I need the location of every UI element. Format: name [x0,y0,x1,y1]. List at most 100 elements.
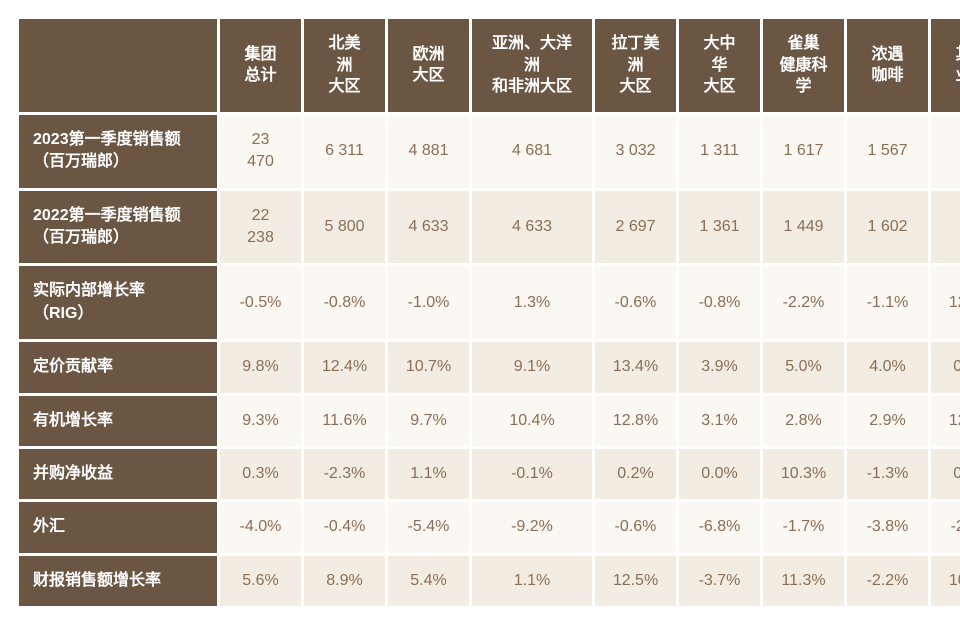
data-cell: 10.5% [931,556,960,606]
data-cell: 12.4% [304,342,385,392]
financial-table: 集团总计 北美洲大区 欧洲大区 亚洲、大洋洲和非洲大区 拉丁美洲大区 大中华大区… [16,16,960,609]
col-header: 北美洲大区 [304,19,385,112]
data-cell: 12.5% [595,556,676,606]
data-cell: -0.1% [472,449,592,499]
table-row: 外汇-4.0%-0.4%-5.4%-9.2%-0.6%-6.8%-1.7%-3.… [19,502,960,552]
data-cell: -3.7% [679,556,760,606]
data-cell: 2.9% [847,396,928,446]
data-cell: -2.2% [847,556,928,606]
data-cell: 1 617 [763,115,844,188]
data-cell: 3.1% [679,396,760,446]
row-header: 实际内部增长率（RIG） [19,266,217,339]
col-header: 集团总计 [220,19,301,112]
data-cell: -3.8% [847,502,928,552]
data-cell: 2.8% [763,396,844,446]
data-cell: 1 311 [679,115,760,188]
data-cell: -0.6% [595,266,676,339]
data-cell: 9.8% [220,342,301,392]
col-header: 亚洲、大洋洲和非洲大区 [472,19,592,112]
table-row: 2022第一季度销售额（百万瑞郎）222385 8004 6334 6332 6… [19,191,960,264]
data-cell: 4 633 [388,191,469,264]
row-header: 并购净收益 [19,449,217,499]
row-header: 2023第一季度销售额（百万瑞郎） [19,115,217,188]
data-cell: -0.6% [595,502,676,552]
data-cell: 1 602 [847,191,928,264]
data-cell: -1.1% [847,266,928,339]
data-cell: 4 633 [472,191,592,264]
data-cell: 1.3% [472,266,592,339]
col-header: 拉丁美洲大区 [595,19,676,112]
data-cell: 69 [931,115,960,188]
data-cell: 4 881 [388,115,469,188]
data-cell: -0.5% [220,266,301,339]
data-cell: -5.4% [388,502,469,552]
data-cell: 12.8% [595,396,676,446]
data-cell: 23470 [220,115,301,188]
data-cell: 13.4% [595,342,676,392]
data-cell: 1 361 [679,191,760,264]
data-cell: 4 681 [472,115,592,188]
data-cell: -1.0% [388,266,469,339]
data-cell: 3 032 [595,115,676,188]
data-cell: 1 449 [763,191,844,264]
data-cell: 9.3% [220,396,301,446]
data-cell: 3.9% [679,342,760,392]
corner-cell [19,19,217,112]
data-cell: 10.4% [472,396,592,446]
col-header: 欧洲大区 [388,19,469,112]
data-cell: -2.2% [763,266,844,339]
data-cell: 12.8% [931,396,960,446]
data-cell: 0.1% [931,342,960,392]
row-header: 外汇 [19,502,217,552]
col-header: 大中华大区 [679,19,760,112]
data-cell: 4.0% [847,342,928,392]
col-header: 雀巢健康科学 [763,19,844,112]
table-row: 财报销售额增长率5.6%8.9%5.4%1.1%12.5%-3.7%11.3%-… [19,556,960,606]
data-cell: -0.4% [304,502,385,552]
financial-table-wrapper: 集团总计 北美洲大区 欧洲大区 亚洲、大洋洲和非洲大区 拉丁美洲大区 大中华大区… [16,16,944,609]
data-cell: -2.3% [304,449,385,499]
data-cell: 0.0% [931,449,960,499]
data-cell: 11.3% [763,556,844,606]
data-cell: 5.4% [388,556,469,606]
col-header: 浓遇咖啡 [847,19,928,112]
data-cell: 11.6% [304,396,385,446]
data-cell: -0.8% [304,266,385,339]
data-cell: -4.0% [220,502,301,552]
table-row: 定价贡献率9.8%12.4%10.7%9.1%13.4%3.9%5.0%4.0%… [19,342,960,392]
table-row: 2023第一季度销售额（百万瑞郎）234706 3114 8814 6813 0… [19,115,960,188]
table-row: 实际内部增长率（RIG）-0.5%-0.8%-1.0%1.3%-0.6%-0.8… [19,266,960,339]
row-header: 财报销售额增长率 [19,556,217,606]
row-header: 有机增长率 [19,396,217,446]
data-cell: 6 311 [304,115,385,188]
data-cell: -1.3% [847,449,928,499]
data-cell: -1.7% [763,502,844,552]
data-cell: 5 800 [304,191,385,264]
data-cell: 0.2% [595,449,676,499]
data-cell: -0.8% [679,266,760,339]
data-cell: 1 567 [847,115,928,188]
data-cell: 8.9% [304,556,385,606]
data-cell: 9.7% [388,396,469,446]
data-cell: 1.1% [388,449,469,499]
row-header: 定价贡献率 [19,342,217,392]
data-cell: 5.6% [220,556,301,606]
table-row: 有机增长率9.3%11.6%9.7%10.4%12.8%3.1%2.8%2.9%… [19,396,960,446]
data-cell: 22238 [220,191,301,264]
data-cell: 0.0% [679,449,760,499]
table-head: 集团总计 北美洲大区 欧洲大区 亚洲、大洋洲和非洲大区 拉丁美洲大区 大中华大区… [19,19,960,112]
data-cell: 63 [931,191,960,264]
data-cell: -9.2% [472,502,592,552]
data-cell: -6.8% [679,502,760,552]
data-cell: 2 697 [595,191,676,264]
data-cell: 10.3% [763,449,844,499]
col-header: 其他业务 [931,19,960,112]
data-cell: -2.3% [931,502,960,552]
data-cell: 10.7% [388,342,469,392]
data-cell: 1.1% [472,556,592,606]
table-body: 2023第一季度销售额（百万瑞郎）234706 3114 8814 6813 0… [19,115,960,606]
data-cell: 9.1% [472,342,592,392]
data-cell: 0.3% [220,449,301,499]
data-cell: 12.7% [931,266,960,339]
data-cell: 5.0% [763,342,844,392]
